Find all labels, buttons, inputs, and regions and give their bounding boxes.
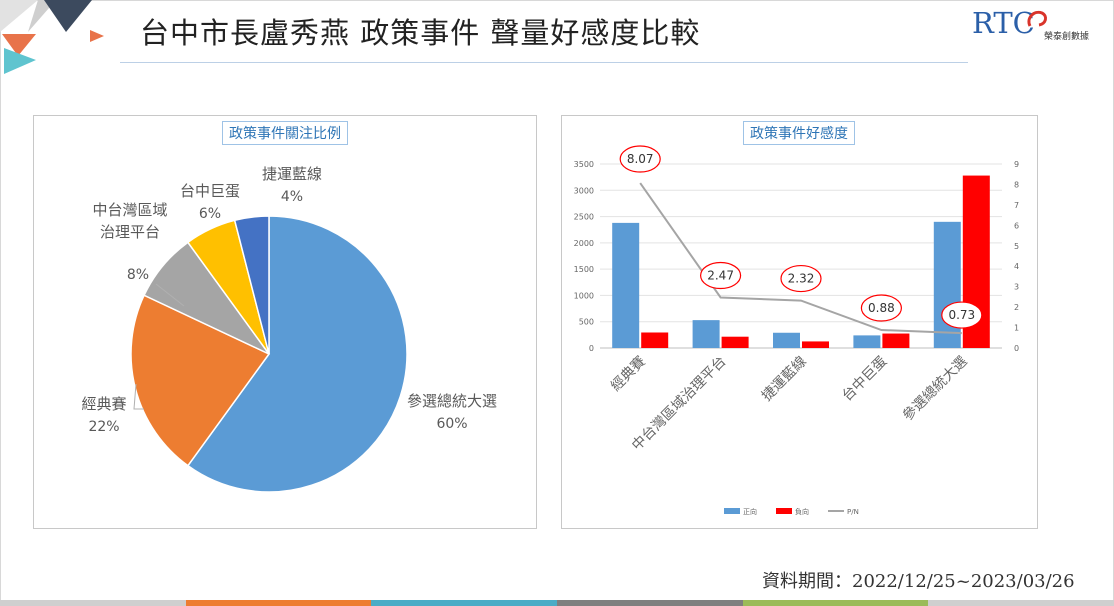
y-right-tick-label: 3 [1014, 283, 1019, 292]
pn-value-callout [860, 294, 902, 322]
bar-negative [641, 332, 669, 348]
brand-logo-letters: RTC [972, 6, 1035, 40]
combo-chart-title: 政策事件好感度 [743, 121, 855, 145]
y-right-tick-label: 6 [1014, 221, 1019, 230]
stripe-segment [185, 600, 372, 606]
stripe-segment [742, 600, 929, 606]
pie-slice-label: 中台灣區域 [92, 201, 167, 219]
stripe-segment [371, 600, 558, 606]
brand-swirl-icon [1027, 10, 1048, 27]
corner-triangle-logo [0, 0, 104, 74]
brand-name: 榮泰創數據 [1044, 32, 1090, 42]
y-right-tick-label: 4 [1014, 262, 1019, 271]
bar-positive [853, 335, 881, 348]
legend-label: P/N [847, 508, 859, 516]
y-right-tick-label: 0 [1014, 344, 1019, 353]
pie-slice-label: 台中巨蛋 [180, 182, 240, 200]
pie-slice-label: 治理平台 [100, 223, 160, 241]
bar-positive [612, 222, 640, 348]
page-title: 台中市長盧秀燕 政策事件 聲量好感度比較 [140, 16, 701, 50]
pn-value-callout [700, 261, 742, 290]
pie-slice-percent: 8% [127, 267, 149, 283]
pie-slice-percent: 22% [88, 419, 119, 435]
bar-positive [692, 320, 720, 348]
title-divider [120, 62, 968, 63]
data-period-note: 資料期間：2022/12/25~2023/03/26 [762, 571, 1075, 592]
y-left-tick-label: 1000 [574, 291, 594, 300]
x-category-label: 參選總統大選 [899, 353, 970, 424]
pie-chart-panel: 政策事件關注比例 參選總統大選 60% 經典賽 22% 中台灣區域治理平台 8% 台中巨蛋 6… [33, 115, 537, 529]
pn-value-label: 2.47 [707, 269, 734, 283]
pie-slice-label: 捷運藍線 [262, 165, 322, 183]
x-category-label: 捷運藍線 [759, 354, 810, 405]
y-left-tick-label: 2000 [574, 239, 594, 248]
legend-label: 正向 [743, 507, 757, 516]
bar-negative [721, 336, 749, 348]
combo-chart: 0 500 1000 1500 2000 2500 3000 3500 0 1 2 3 4 5 6 7 8 9 經典… [574, 145, 1019, 516]
pn-value-callout [619, 145, 661, 173]
stripe-segment [557, 600, 743, 606]
y-right-tick-label: 7 [1014, 201, 1019, 210]
y-left-tick-label: 3500 [574, 160, 594, 169]
brand-logo: RTC 榮泰創數據 [972, 6, 1102, 46]
stripe-segment [0, 600, 186, 606]
pn-value-label: 0.73 [948, 308, 975, 322]
y-left-tick-label: 0 [589, 344, 594, 353]
pie-slice-percent: 6% [199, 206, 221, 222]
y-right-tick-label: 9 [1014, 160, 1019, 169]
pie-slice-percent: 4% [281, 189, 303, 205]
bar-negative [802, 341, 829, 348]
pie-slice [186, 215, 408, 493]
bar-positive [773, 332, 800, 348]
legend-swatch [776, 508, 792, 514]
y-right-tick-label: 2 [1014, 303, 1019, 312]
legend-label: 負向 [795, 507, 809, 516]
y-left-tick-label: 3000 [574, 186, 594, 195]
pie-leader-line [133, 383, 144, 410]
pn-value-label: 8.07 [627, 152, 654, 166]
y-left-tick-label: 2500 [574, 213, 594, 222]
y-right-tick-label: 1 [1014, 324, 1019, 333]
pn-value-label: 2.32 [788, 272, 815, 286]
x-category-label: 經典賽 [607, 353, 649, 395]
pn-value-callout [941, 301, 983, 329]
pn-value-callout [780, 264, 822, 293]
y-left-tick-label: 1500 [574, 265, 594, 274]
y-right-tick-label: 5 [1014, 242, 1019, 251]
pie-slice [233, 215, 270, 355]
pie-chart: 參選總統大選 60% 經典賽 22% 中台灣區域治理平台 8% 台中巨蛋 6% 捷運藍線 4% [81, 165, 497, 493]
pie-slice-percent: 60% [436, 416, 467, 432]
y-left-tick-label: 500 [579, 318, 594, 327]
combo-chart-panel: 政策事件好感度 0 500 1000 1500 2000 2500 3000 3500 0 1 2 3… [561, 115, 1038, 529]
pie-leader-line [155, 283, 185, 307]
pie-slice-label: 參選總統大選 [407, 392, 497, 410]
pn-value-label: 0.88 [868, 301, 895, 315]
bottom-color-stripe [0, 600, 1114, 606]
x-category-label: 台中巨蛋 [839, 354, 890, 405]
stripe-segment [928, 600, 1114, 606]
y-right-tick-label: 8 [1014, 180, 1019, 189]
pn-ratio-line [639, 182, 962, 335]
pie-chart-title: 政策事件關注比例 [222, 121, 348, 145]
bar-negative [882, 333, 910, 348]
pie-slice-label: 經典賽 [81, 395, 126, 413]
bar-positive [933, 221, 961, 348]
legend-swatch [724, 508, 740, 514]
